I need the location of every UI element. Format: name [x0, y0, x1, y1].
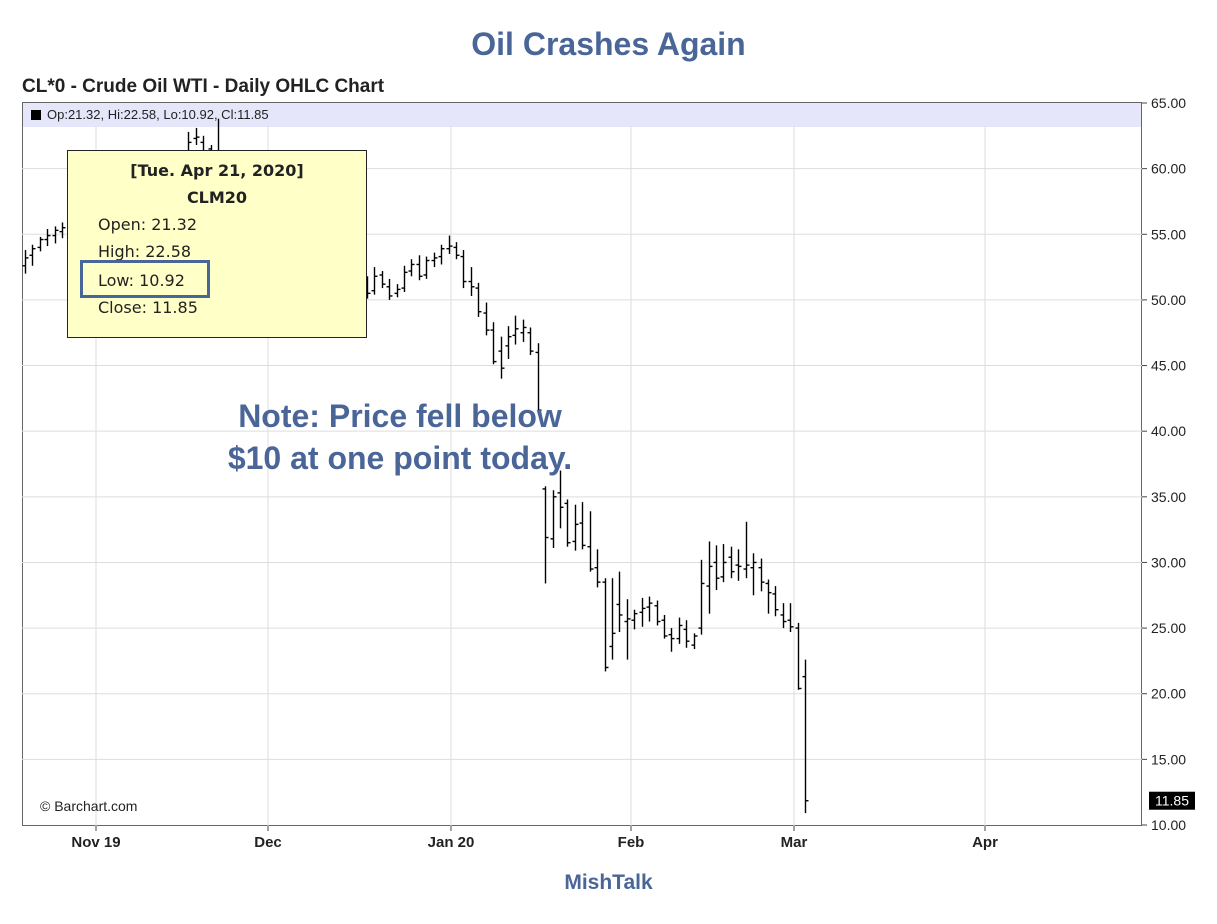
plot-area: Op:21.32, Hi:22.58, Lo:10.92, Cl:11.85 — [22, 102, 1142, 826]
headline: Oil Crashes Again — [471, 26, 746, 62]
y-tick-label: 50.00 — [1151, 292, 1186, 308]
y-tick-label: 40.00 — [1151, 423, 1186, 439]
y-tick-label: 65.00 — [1151, 95, 1186, 111]
tooltip-open: Open: 21.32 — [98, 215, 198, 234]
y-tick-label: 60.00 — [1151, 161, 1186, 177]
ohlc-summary-bar: Op:21.32, Hi:22.58, Lo:10.92, Cl:11.85 — [23, 103, 1141, 127]
y-tick-label: 55.00 — [1151, 226, 1186, 242]
tooltip-high: High: 22.58 — [98, 242, 192, 261]
note-line-2: $10 at one point today. — [227, 440, 573, 476]
tooltip-symbol: CLM20 — [186, 188, 248, 207]
last-price-tag — [1149, 791, 1195, 810]
tooltip-close: Close: 11.85 — [98, 298, 198, 317]
x-tick-label: Feb — [618, 834, 645, 851]
annotation-note: Note: Price fell below $10 at one point … — [190, 395, 610, 479]
y-tick-label: 10.00 — [1151, 817, 1186, 833]
x-tick-label: Nov 19 — [71, 834, 120, 851]
series-marker-icon — [31, 110, 41, 120]
tooltip-date: [Tue. Apr 21, 2020] — [130, 161, 304, 180]
low-highlight-box — [80, 260, 210, 298]
y-tick-label: 25.00 — [1151, 620, 1186, 636]
y-tick-label: 45.00 — [1151, 358, 1186, 374]
ohlc-summary: Op:21.32, Hi:22.58, Lo:10.92, Cl:11.85 — [47, 107, 269, 122]
last-price-label: 11.85 — [1155, 793, 1189, 809]
tooltip: [Tue. Apr 21, 2020] CLM20 Open: 21.32 Hi… — [67, 150, 367, 338]
y-tick-label: 30.00 — [1151, 554, 1186, 570]
x-tick-label: Jan 20 — [428, 834, 475, 851]
y-tick-label: 15.00 — [1151, 751, 1186, 767]
x-tick-label: Mar — [781, 834, 808, 851]
copyright: © Barchart.com — [40, 798, 138, 814]
note-line-1: Note: Price fell below — [238, 398, 562, 434]
x-tick-label: Apr — [972, 834, 998, 851]
y-tick-label: 20.00 — [1151, 686, 1186, 702]
y-tick-label: 35.00 — [1151, 489, 1186, 505]
footer-brand: MishTalk — [564, 871, 653, 894]
tooltip-low: Low: 10.92 — [98, 271, 185, 290]
chart-title: CL*0 - Crude Oil WTI - Daily OHLC Chart — [22, 76, 385, 97]
x-tick-label: Dec — [254, 834, 282, 851]
